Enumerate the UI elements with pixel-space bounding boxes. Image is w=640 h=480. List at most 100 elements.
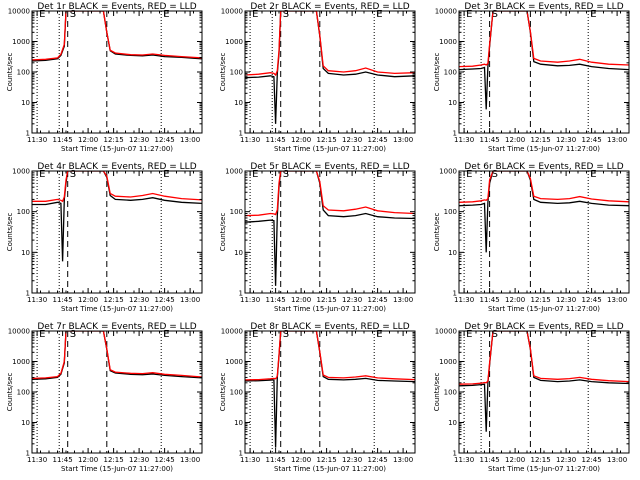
series-line-lld (459, 171, 629, 203)
y-tick-label: 1000 (225, 358, 243, 366)
y-tick-label: 1 (26, 130, 30, 138)
x-tick-label: 13:00 (393, 296, 413, 304)
x-tick-label: 12:30 (129, 136, 149, 144)
series-line-events (245, 11, 415, 124)
series-line-events (245, 171, 415, 286)
x-tick-label: 13:00 (180, 296, 200, 304)
y-tick-label: 1000 (439, 168, 457, 176)
y-axis-label: Counts/sec (6, 53, 14, 92)
y-tick-label: 1000 (439, 38, 457, 46)
y-tick-label: 100 (230, 208, 243, 216)
plot-frame (244, 170, 416, 294)
x-tick-label: 12:45 (582, 296, 602, 304)
x-tick-label: 12:30 (129, 296, 149, 304)
y-tick-label: 100 (444, 208, 457, 216)
y-tick-label: 10 (448, 99, 457, 107)
x-tick-label: 12:00 (291, 456, 311, 464)
chart-title: Det 3r BLACK = Events, RED = LLD (464, 2, 623, 12)
y-tick-label: 1000 (12, 358, 30, 366)
marker-label: E (252, 169, 258, 180)
x-tick-label: 13:00 (607, 136, 627, 144)
marker-label: S (70, 169, 76, 180)
x-tick-label: 12:30 (556, 296, 576, 304)
x-tick-label: 12:45 (582, 456, 602, 464)
x-tick-label: 12:15 (317, 136, 337, 144)
plot-frame (458, 170, 630, 294)
series-line-events (32, 171, 202, 262)
y-tick-label: 1000 (12, 168, 30, 176)
x-tick-label: 12:45 (155, 136, 175, 144)
x-tick-label: 11:30 (454, 296, 474, 304)
y-tick-label: 1000 (225, 38, 243, 46)
chart-det-2r: Det 2r BLACK = Events, RED = LLD E S E 1 10 10… (213, 0, 426, 160)
plot-frame (31, 10, 203, 134)
x-tick-label: 12:00 (505, 136, 525, 144)
y-axis-label: Counts/sec (219, 373, 227, 412)
series-line-events (459, 11, 629, 110)
x-tick-label: 12:30 (342, 136, 362, 144)
y-tick-label: 100 (17, 69, 30, 77)
marker-label: E (466, 9, 472, 20)
x-tick-label: 12:15 (104, 136, 124, 144)
x-axis-label: Start Time (15-Jun-07 11:27:00) (274, 465, 386, 473)
series-group (245, 171, 415, 286)
y-tick-label: 1000 (12, 38, 30, 46)
series-line-lld (245, 171, 415, 217)
series-line-lld (32, 11, 202, 61)
y-tick-label: 1 (453, 290, 457, 298)
x-tick-label: 12:00 (78, 136, 98, 144)
x-axis-label: Start Time (15-Jun-07 11:27:00) (274, 305, 386, 313)
x-tick-label: 12:45 (155, 456, 175, 464)
chart-det-1r: Det 1r BLACK = Events, RED = LLD E S E 1 10 10… (0, 0, 213, 160)
x-tick-label: 11:30 (454, 456, 474, 464)
x-tick-label: 13:00 (180, 136, 200, 144)
x-tick-label: 12:15 (317, 456, 337, 464)
x-tick-label: 13:00 (607, 456, 627, 464)
x-tick-label: 11:45 (53, 296, 73, 304)
x-axis-label: Start Time (15-Jun-07 11:27:00) (488, 145, 600, 153)
y-tick-label: 10 (234, 249, 243, 257)
x-tick-label: 11:45 (53, 136, 73, 144)
x-tick-label: 11:45 (480, 136, 500, 144)
x-tick-label: 12:45 (368, 136, 388, 144)
series-group (459, 171, 629, 253)
series-group (245, 11, 415, 124)
x-tick-label: 12:30 (342, 456, 362, 464)
series-group (459, 11, 629, 110)
marker-label: S (492, 169, 498, 180)
chart-title: Det 6r BLACK = Events, RED = LLD (464, 162, 623, 172)
plot-frame (244, 10, 416, 134)
chart-det-4r: Det 4r BLACK = Events, RED = LLD E S E 1 10 10… (0, 160, 213, 320)
x-tick-label: 12:15 (531, 456, 551, 464)
y-tick-label: 10 (21, 99, 30, 107)
y-tick-label: 100 (444, 389, 457, 397)
y-tick-label: 100 (17, 208, 30, 216)
x-tick-label: 12:30 (342, 296, 362, 304)
marker-label: E (252, 9, 258, 20)
marker-label: E (376, 329, 382, 340)
y-tick-label: 1 (239, 130, 243, 138)
y-tick-label: 1000 (225, 168, 243, 176)
x-tick-label: 11:30 (454, 136, 474, 144)
marker-label: S (70, 9, 76, 20)
y-tick-label: 10 (21, 419, 30, 427)
x-tick-label: 13:00 (393, 456, 413, 464)
x-tick-label: 12:30 (556, 456, 576, 464)
marker-label: S (283, 329, 289, 340)
series-group (32, 331, 202, 380)
chart-det-8r: Det 8r BLACK = Events, RED = LLD E S E 1 10 10… (213, 320, 426, 480)
y-axis-label: Counts/sec (433, 53, 441, 92)
marker-label: E (163, 169, 169, 180)
y-tick-label: 10 (21, 249, 30, 257)
marker-label: E (39, 169, 45, 180)
x-tick-label: 12:00 (505, 456, 525, 464)
x-tick-label: 12:00 (505, 296, 525, 304)
marker-label: E (466, 169, 472, 180)
y-axis-label: Counts/sec (6, 373, 14, 412)
y-tick-label: 1 (239, 450, 243, 458)
y-tick-label: 10000 (221, 8, 243, 16)
